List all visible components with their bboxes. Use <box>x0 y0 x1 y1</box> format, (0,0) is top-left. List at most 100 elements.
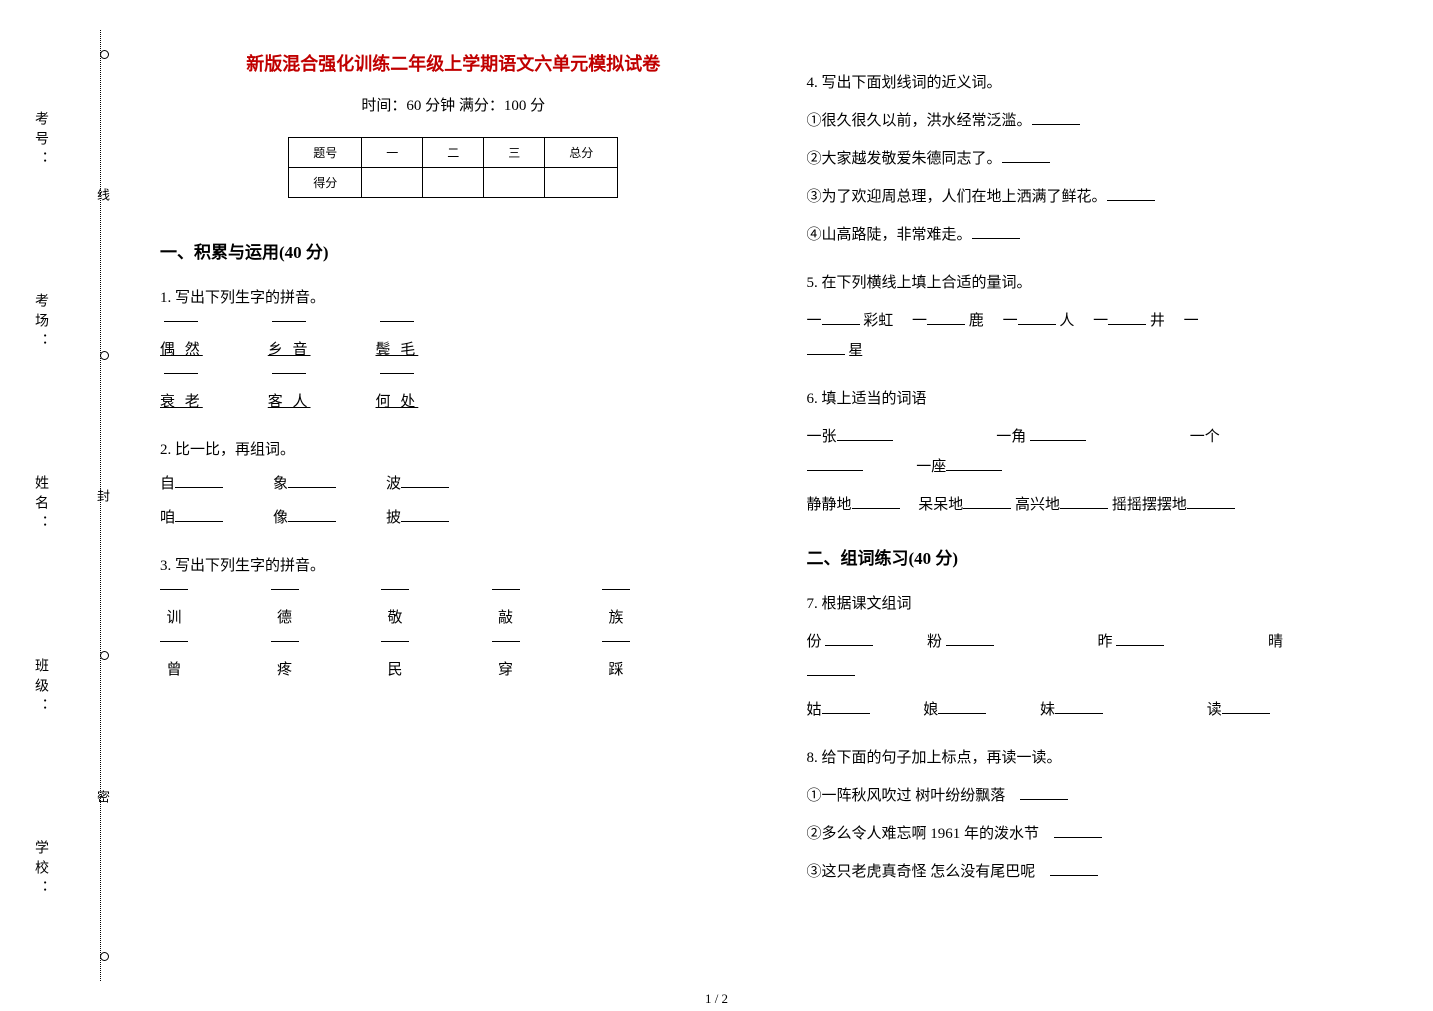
q4-l1: ①很久很久以前，洪水经常泛滥。 <box>807 113 1032 129</box>
q5-5: 星 <box>848 343 863 359</box>
q7-r1-2: 粉 <box>927 634 942 650</box>
score-cell <box>423 168 484 198</box>
label-kaohao: 考号： <box>30 111 50 171</box>
cut-char-1: 线 <box>93 188 112 221</box>
cut-circle <box>100 952 109 961</box>
exam-title: 新版混合强化训练二年级上学期语文六单元模拟试卷 <box>160 50 747 76</box>
q3-r1-1: 训 <box>166 610 181 626</box>
score-table: 题号 一 二 三 总分 得分 <box>288 137 618 198</box>
score-h1: 题号 <box>289 138 362 168</box>
q1-r1-3: 鬓 毛 <box>376 335 419 365</box>
q6-r2-4: 摇摇摆摆地 <box>1112 497 1187 513</box>
q2-p12: 披 <box>386 510 401 526</box>
q1-row1: 偶 然 乡 音 鬓 毛 <box>160 321 747 365</box>
q4-prompt: 4. 写出下面划线词的近义词。 <box>807 68 1394 98</box>
q7-row1: 份 粉 昨 晴 <box>807 627 1394 687</box>
label-banji: 班级： <box>30 658 50 718</box>
q4-l4: ④山高路陡，非常难走。 <box>807 227 972 243</box>
q3-r1-4: 敲 <box>498 610 513 626</box>
section2-title: 二、组词练习(40 分) <box>807 544 1394 569</box>
cut-circle <box>100 50 109 59</box>
q5-prompt: 5. 在下列横线上填上合适的量词。 <box>807 268 1394 298</box>
page-content: 新版混合强化训练二年级上学期语文六单元模拟试卷 时间：60 分钟 满分：100 … <box>160 50 1393 1001</box>
q1-r1-2: 乡 音 <box>268 335 311 365</box>
q7-row2: 姑 娘 妹 读 <box>807 695 1394 725</box>
q3-r2-3: 民 <box>387 662 402 678</box>
q3-r2-2: 疼 <box>277 662 292 678</box>
q3-r1-3: 敬 <box>387 610 402 626</box>
q6: 6. 填上适当的词语 一张 一角 一个 一座 静静地 呆呆地 高兴地 摇摇摆摆地 <box>807 384 1394 520</box>
section1-title: 一、积累与运用(40 分) <box>160 238 747 263</box>
q7-r2-4: 读 <box>1207 702 1222 718</box>
q6-r1b: 一座 <box>916 459 946 475</box>
q7-r1-4: 晴 <box>1268 634 1283 650</box>
q7-r2-2: 娘 <box>923 702 938 718</box>
cut-char-2: 封 <box>93 489 112 522</box>
q3-r1-5: 族 <box>608 610 623 626</box>
q5-2: 鹿 <box>969 313 984 329</box>
q6-r2-2: 呆呆地 <box>918 497 963 513</box>
q6-r1-3: 一个 <box>1190 429 1220 445</box>
cut-line: 线 封 密 <box>100 30 112 981</box>
q8-l1: ①一阵秋风吹过 树叶纷纷飘落 <box>807 788 1006 804</box>
score-h3: 二 <box>423 138 484 168</box>
exam-subtitle: 时间：60 分钟 满分：100 分 <box>160 94 747 115</box>
q1-prompt: 1. 写出下列生字的拼音。 <box>160 283 747 313</box>
q5: 5. 在下列横线上填上合适的量词。 一 彩虹 一 鹿 一 人 一 井 一 星 <box>807 268 1394 366</box>
q6-prompt: 6. 填上适当的词语 <box>807 384 1394 414</box>
q3-r1-2: 德 <box>277 610 292 626</box>
cut-circle <box>100 651 109 660</box>
q3-r2-5: 踩 <box>608 662 623 678</box>
label-kaochang: 考场： <box>30 293 50 353</box>
q1-r1-1: 偶 然 <box>160 335 203 365</box>
q7: 7. 根据课文组词 份 粉 昨 晴 姑 娘 妹 读 <box>807 589 1394 725</box>
q1: 1. 写出下列生字的拼音。 偶 然 乡 音 鬓 毛 衰 老 客 人 何 处 <box>160 283 747 417</box>
q7-prompt: 7. 根据课文组词 <box>807 589 1394 619</box>
page-number: 1 / 2 <box>705 991 728 1007</box>
cut-char-3: 密 <box>93 790 112 823</box>
score-h2: 一 <box>362 138 423 168</box>
q4-l2: ②大家越发敬爱朱德同志了。 <box>807 151 1002 167</box>
q3-r2-4: 穿 <box>498 662 513 678</box>
q3-row1: 训 德 敬 敲 族 <box>160 589 630 633</box>
q6-r1-2: 一角 <box>996 429 1026 445</box>
score-value-row: 得分 <box>289 168 618 198</box>
score-h5: 总分 <box>545 138 618 168</box>
q1-r2-1: 衰 老 <box>160 387 203 417</box>
q3-row2: 曾 疼 民 穿 踩 <box>160 641 630 685</box>
q8-l3: ③这只老虎真奇怪 怎么没有尾巴呢 <box>807 864 1036 880</box>
q2-row1: 自 象 波 <box>160 469 747 499</box>
q2-prompt: 2. 比一比，再组词。 <box>160 435 747 465</box>
q2-p01: 象 <box>273 476 288 492</box>
q7-r2-1: 姑 <box>807 702 822 718</box>
q6-r2-1: 静静地 <box>807 497 852 513</box>
q6-r2-3: 高兴地 <box>1015 497 1060 513</box>
q6-r1-1: 一张 <box>807 429 837 445</box>
q1-r2-3: 何 处 <box>376 387 419 417</box>
score-row-label: 得分 <box>289 168 362 198</box>
label-xuexiao: 学校： <box>30 840 50 900</box>
q4: 4. 写出下面划线词的近义词。 ①很久很久以前，洪水经常泛滥。 ②大家越发敬爱朱… <box>807 68 1394 250</box>
score-cell <box>484 168 545 198</box>
q1-row2: 衰 老 客 人 何 处 <box>160 373 747 417</box>
score-cell <box>362 168 423 198</box>
q5-line: 一 彩虹 一 鹿 一 人 一 井 一 星 <box>807 306 1394 366</box>
q6-row1: 一张 一角 一个 一座 <box>807 422 1394 482</box>
q1-r2-2: 客 人 <box>268 387 311 417</box>
q2-row2: 咱 像 披 <box>160 503 747 533</box>
label-xingming: 姓名： <box>30 475 50 535</box>
q2-p02: 波 <box>386 476 401 492</box>
q5-4: 井 <box>1150 313 1165 329</box>
q8: 8. 给下面的句子加上标点，再读一读。 ①一阵秋风吹过 树叶纷纷飘落 ②多么令人… <box>807 743 1394 887</box>
q3-prompt: 3. 写出下列生字的拼音。 <box>160 551 747 581</box>
q7-r2-3: 妹 <box>1040 702 1055 718</box>
right-column: 4. 写出下面划线词的近义词。 ①很久很久以前，洪水经常泛滥。 ②大家越发敬爱朱… <box>807 50 1394 1001</box>
q2-p00: 自 <box>160 476 175 492</box>
q6-row2: 静静地 呆呆地 高兴地 摇摇摆摆地 <box>807 490 1394 520</box>
score-h4: 三 <box>484 138 545 168</box>
q5-3: 人 <box>1059 313 1074 329</box>
cut-circle <box>100 351 109 360</box>
q3-r2-1: 曾 <box>166 662 181 678</box>
q7-r1-3: 昨 <box>1098 634 1113 650</box>
q5-1: 彩虹 <box>863 313 893 329</box>
